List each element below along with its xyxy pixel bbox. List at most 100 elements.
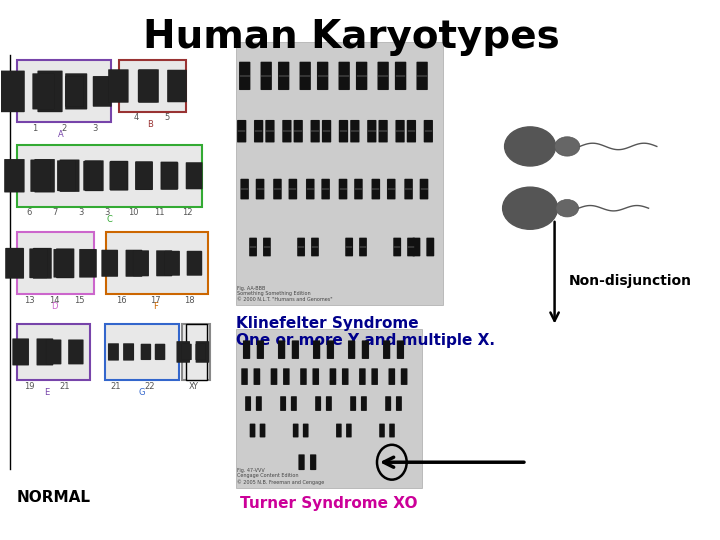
FancyBboxPatch shape [387,179,395,199]
FancyBboxPatch shape [257,340,264,359]
Text: E: E [44,388,50,397]
Text: XY: XY [562,144,572,150]
Text: Fig. AA-BBB
Something Something Edition
© 2000 N.L.T. "Humans and Genomes": Fig. AA-BBB Something Something Edition … [238,286,333,302]
FancyBboxPatch shape [346,424,351,437]
FancyBboxPatch shape [107,232,208,294]
FancyBboxPatch shape [110,161,128,191]
FancyBboxPatch shape [256,179,264,199]
FancyBboxPatch shape [339,179,347,199]
FancyBboxPatch shape [250,424,256,437]
Circle shape [505,127,556,166]
Text: 19: 19 [24,382,35,391]
FancyBboxPatch shape [315,396,321,411]
Text: 6: 6 [27,208,32,217]
FancyBboxPatch shape [271,368,277,385]
FancyBboxPatch shape [313,340,320,359]
FancyBboxPatch shape [135,162,153,190]
Text: 14: 14 [50,296,60,305]
FancyBboxPatch shape [283,368,289,385]
FancyBboxPatch shape [30,160,50,192]
FancyBboxPatch shape [310,120,320,143]
FancyBboxPatch shape [361,396,366,411]
Text: 3: 3 [92,124,97,133]
FancyBboxPatch shape [239,62,251,90]
FancyBboxPatch shape [181,344,192,360]
Text: 16: 16 [117,296,127,305]
FancyBboxPatch shape [5,248,24,279]
FancyBboxPatch shape [327,340,334,359]
Bar [236,42,443,305]
Circle shape [554,137,580,156]
Text: X: X [189,382,194,391]
FancyBboxPatch shape [354,179,363,199]
FancyBboxPatch shape [32,73,54,110]
FancyBboxPatch shape [138,70,158,102]
FancyBboxPatch shape [299,455,305,470]
FancyBboxPatch shape [280,396,286,411]
FancyBboxPatch shape [297,238,305,256]
FancyBboxPatch shape [141,344,151,360]
FancyBboxPatch shape [289,179,297,199]
Text: 3: 3 [78,208,84,217]
Text: 11: 11 [153,208,164,217]
FancyBboxPatch shape [359,368,366,385]
FancyBboxPatch shape [196,341,209,363]
Text: 15: 15 [75,296,85,305]
Text: 10: 10 [127,208,138,217]
FancyBboxPatch shape [372,368,378,385]
FancyBboxPatch shape [93,76,112,107]
FancyBboxPatch shape [322,120,331,143]
FancyBboxPatch shape [237,120,246,143]
FancyBboxPatch shape [350,396,356,411]
FancyBboxPatch shape [310,455,316,470]
Text: G: G [138,388,145,397]
FancyBboxPatch shape [186,251,202,275]
FancyBboxPatch shape [17,60,112,122]
FancyBboxPatch shape [17,145,202,207]
FancyBboxPatch shape [167,70,187,102]
FancyBboxPatch shape [119,60,186,112]
Text: 22: 22 [145,382,155,391]
FancyBboxPatch shape [60,160,79,192]
Text: 21: 21 [59,382,70,391]
FancyBboxPatch shape [413,238,420,256]
Text: Y: Y [192,382,197,391]
FancyBboxPatch shape [12,339,29,366]
FancyBboxPatch shape [135,161,153,190]
FancyBboxPatch shape [338,62,350,90]
FancyBboxPatch shape [274,179,282,199]
FancyBboxPatch shape [123,343,134,361]
FancyBboxPatch shape [424,120,433,143]
FancyBboxPatch shape [68,340,84,365]
FancyBboxPatch shape [46,340,61,365]
FancyBboxPatch shape [294,120,303,143]
Text: 1: 1 [32,124,37,133]
FancyBboxPatch shape [263,238,271,256]
FancyBboxPatch shape [292,340,299,359]
FancyBboxPatch shape [57,160,76,191]
FancyBboxPatch shape [161,162,178,190]
FancyBboxPatch shape [426,238,434,256]
FancyBboxPatch shape [408,238,415,256]
FancyBboxPatch shape [260,424,265,437]
FancyBboxPatch shape [293,424,299,437]
FancyBboxPatch shape [395,120,405,143]
FancyBboxPatch shape [317,62,328,90]
FancyBboxPatch shape [321,179,330,199]
FancyBboxPatch shape [312,368,319,385]
Text: XX: XX [523,203,538,213]
Text: 4: 4 [134,113,139,122]
FancyBboxPatch shape [105,323,179,380]
FancyBboxPatch shape [254,120,263,143]
Text: D: D [51,302,58,311]
Text: X: X [526,141,534,151]
Text: 18: 18 [184,296,194,305]
FancyBboxPatch shape [348,340,355,359]
FancyBboxPatch shape [261,62,272,90]
FancyBboxPatch shape [389,368,395,385]
FancyBboxPatch shape [4,159,24,192]
FancyBboxPatch shape [241,368,248,385]
FancyBboxPatch shape [359,238,367,256]
FancyBboxPatch shape [379,424,384,437]
FancyBboxPatch shape [156,251,172,276]
